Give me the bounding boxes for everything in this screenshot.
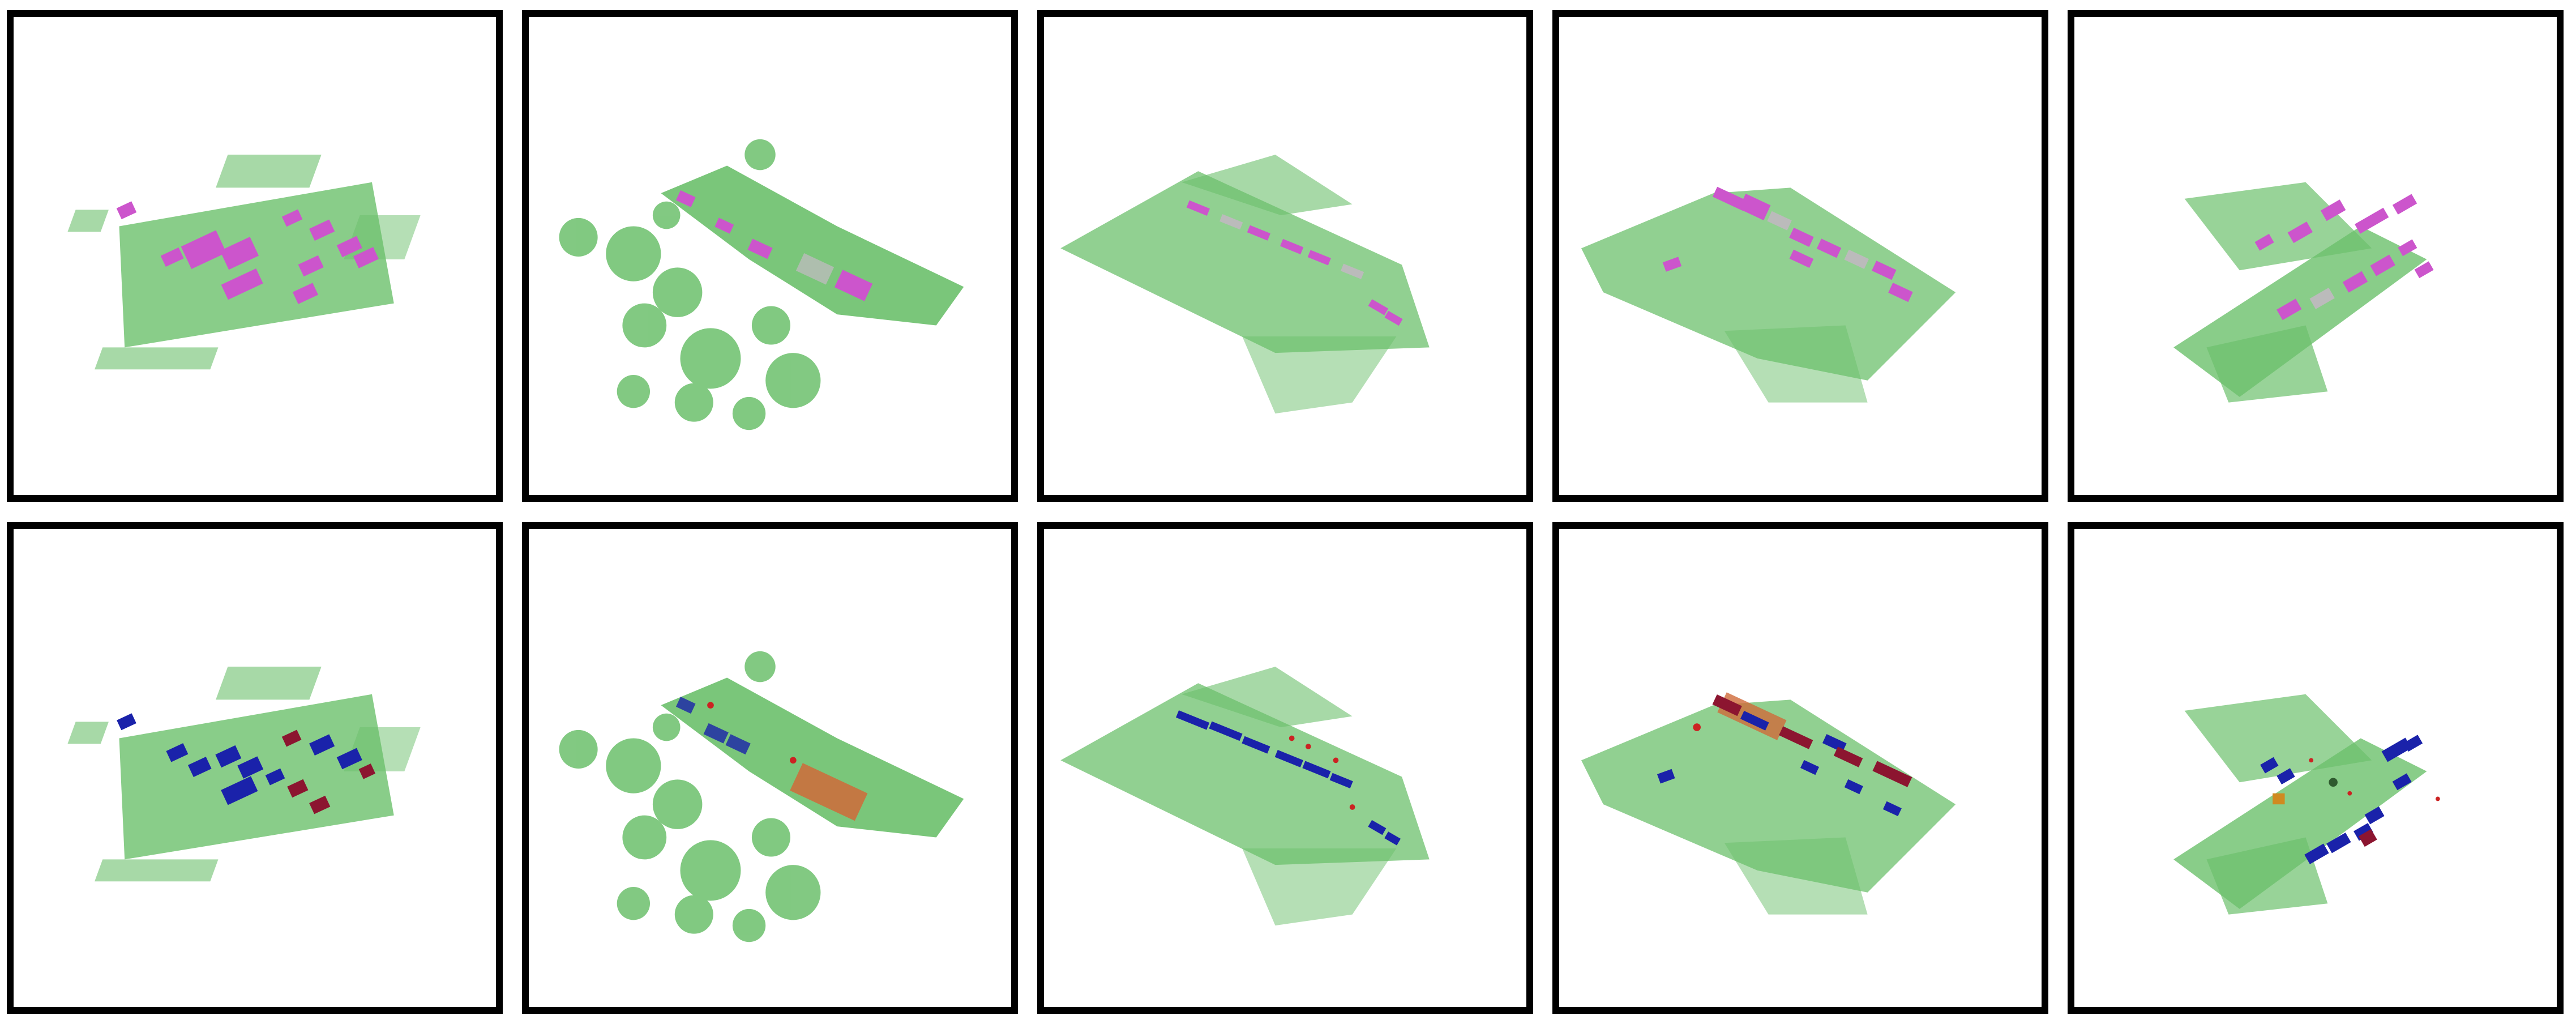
detection-boxes [675,697,868,821]
road-surface [1060,683,1430,865]
panel-r2-c1 [7,522,503,1014]
detection-boxes [1186,200,1403,326]
panel-r2-c2 [522,522,1018,1014]
point-cloud-scene [67,667,421,882]
panel-r2-c5 [2068,522,2564,1014]
tree-clusters [559,139,821,430]
detection-boxes [2260,735,2440,864]
detection-boxes [2254,194,2434,321]
road-surface [661,165,964,326]
panel-r1-c1 [7,10,503,502]
detection-boxes [1176,710,1401,846]
panel-r1-c4 [1552,10,2048,502]
point-cloud-scene [1581,186,1956,403]
road-surface [1581,699,1956,893]
panel-r2-c3 [1037,522,1533,1014]
point-cloud-scene [1581,692,1956,915]
point-cloud-scene [67,155,421,370]
point-cloud-scene [1060,155,1430,414]
detection-boxes [116,201,379,304]
panel-r2-c4 [1552,522,2048,1014]
point-cloud-scene [2173,182,2434,403]
road-surface [1060,171,1430,353]
point-cloud-scene [559,139,964,430]
tree-clusters [559,651,821,942]
road-surface [661,677,964,838]
point-cloud-scene [559,651,964,942]
detection-boxes [1657,692,1912,817]
detection-boxes [1662,186,1913,302]
point-cloud-scene [2173,694,2440,915]
road-surface [119,694,394,860]
panel-r1-c3 [1037,10,1533,502]
panel-r1-c5 [2068,10,2564,502]
road-surface [1581,187,1956,381]
point-cloud-scene [1060,667,1430,926]
detection-boxes [117,713,376,814]
panel-r1-c2 [522,10,1018,502]
detection-boxes [675,190,873,301]
